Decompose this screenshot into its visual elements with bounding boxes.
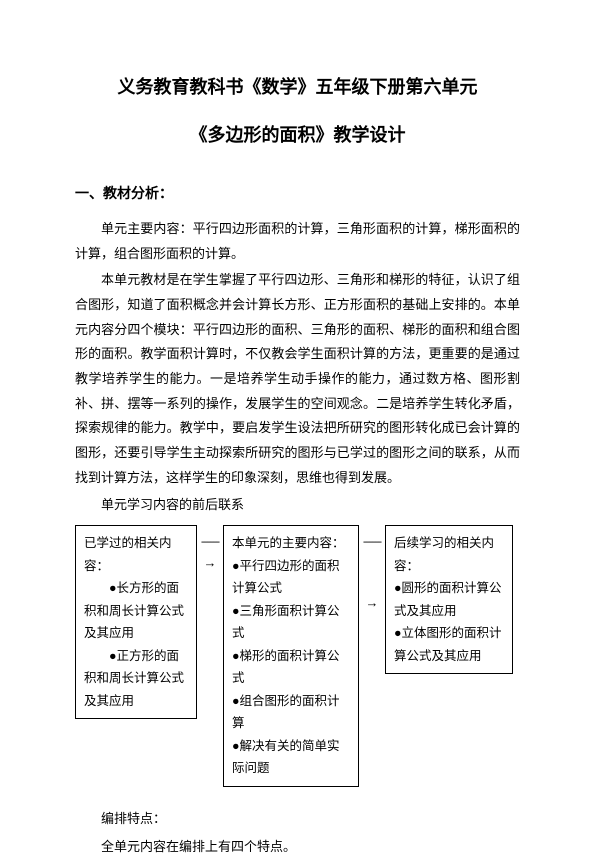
footer-text: 全单元内容在编排上有四个特点。	[75, 835, 520, 860]
spacer	[370, 572, 373, 592]
arrow-icon: →	[203, 552, 216, 574]
box-mid-item: ●平行四边形的面积计算公式	[232, 555, 350, 600]
paragraph-2: 本单元教材是在学生掌握了平行四边形、三角形和梯形的特征，认识了组合图形，知道了面…	[75, 268, 520, 490]
box-mid-item: ●组合图形的面积计算	[232, 690, 350, 735]
box-current-content: 本单元的主要内容： ●平行四边形的面积计算公式 ●三角形面积计算公式 ●梯形的面…	[223, 525, 359, 787]
paragraph-1: 单元主要内容：平行四边形面积的计算，三角形面积的计算，梯形面积的计算，组合图形面…	[75, 217, 520, 266]
arrow-dash: ------	[363, 531, 381, 551]
arrow-dash: ------	[201, 531, 219, 551]
box-mid-title: 本单元的主要内容：	[232, 532, 350, 555]
main-title-2: 《多边形的面积》教学设计	[75, 118, 520, 152]
spacer	[370, 552, 373, 572]
box-left-title: 已学过的相关内容：	[84, 532, 188, 577]
relationship-diagram: 已学过的相关内容： ●长方形的面积和周长计算公式及其应用 ●正方形的面积和周长计…	[75, 525, 520, 787]
box-mid-item: ●解决有关的简单实际问题	[232, 735, 350, 780]
box-future-content: 后续学习的相关内容： ●圆形的面积计算公式及其应用 ●立体图形的面积计算公式及其…	[385, 525, 513, 674]
footer-heading: 编排特点：	[75, 807, 520, 832]
section-heading: 一、教材分析：	[75, 182, 520, 209]
arrow-column-2: ------ →	[359, 525, 385, 614]
box-prior-content: 已学过的相关内容： ●长方形的面积和周长计算公式及其应用 ●正方形的面积和周长计…	[75, 525, 197, 719]
box-mid-item: ●三角形面积计算公式	[232, 600, 350, 645]
box-right-title: 后续学习的相关内容：	[394, 532, 504, 577]
box-mid-item: ●梯形的面积计算公式	[232, 645, 350, 690]
box-right-item: ●立体图形的面积计算公式及其应用	[394, 622, 504, 667]
arrow-column-1: ------ →	[197, 525, 223, 573]
box-left-item: ●正方形的面积和周长计算公式及其应用	[84, 645, 188, 713]
sub-paragraph: 单元学习内容的前后联系	[75, 493, 520, 518]
box-left-item: ●长方形的面积和周长计算公式及其应用	[84, 577, 188, 645]
box-right-item: ●圆形的面积计算公式及其应用	[394, 577, 504, 622]
main-title-1: 义务教育教科书《数学》五年级下册第六单元	[75, 70, 520, 104]
arrow-icon: →	[365, 592, 378, 614]
